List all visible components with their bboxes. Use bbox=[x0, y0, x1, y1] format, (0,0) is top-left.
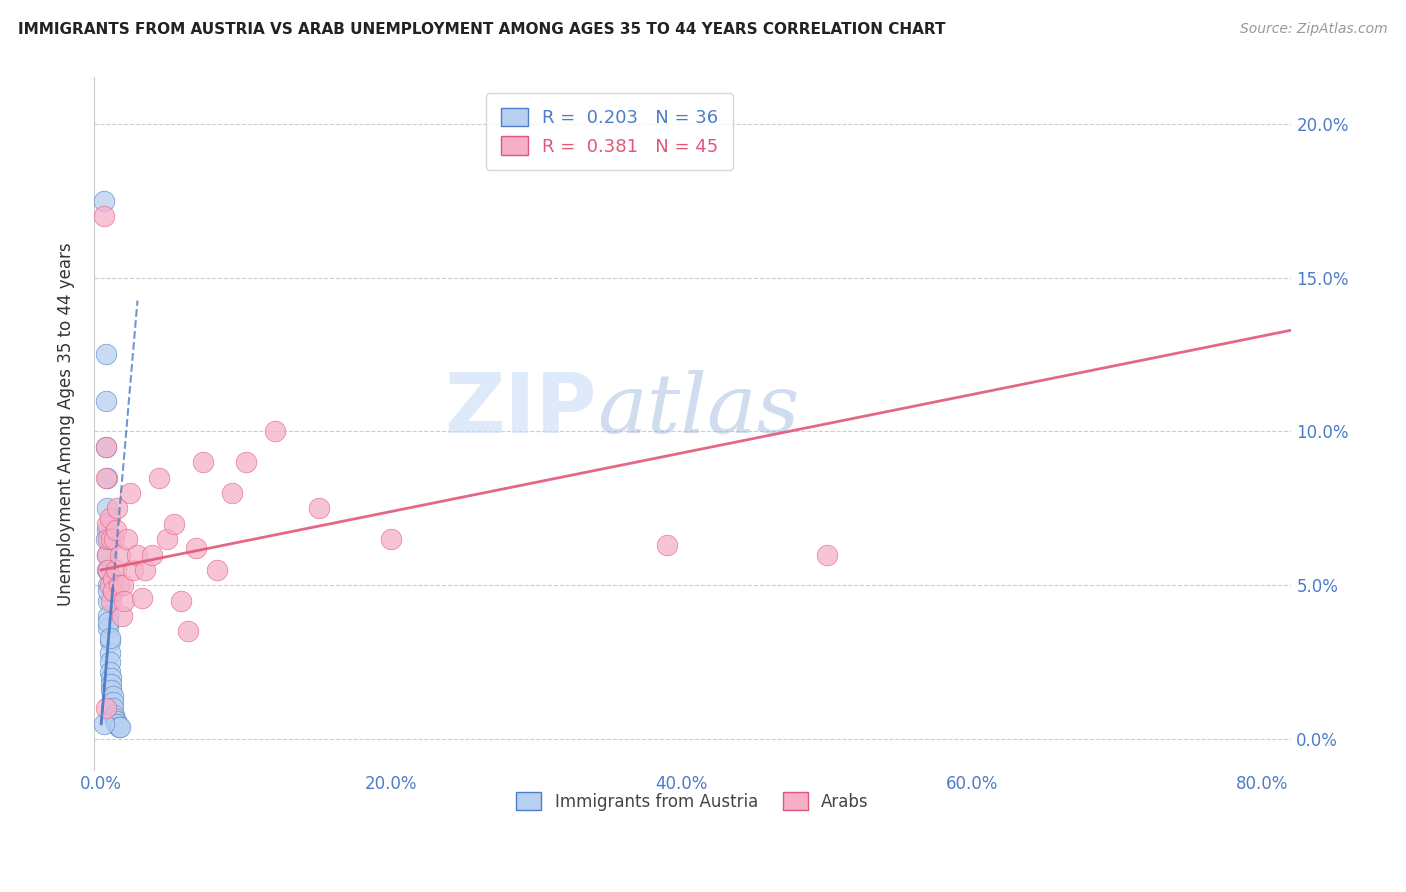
Point bbox=[122, 563, 145, 577]
Point bbox=[264, 425, 287, 439]
Point bbox=[97, 584, 120, 599]
Point bbox=[96, 516, 118, 531]
Point bbox=[104, 714, 127, 728]
Point bbox=[94, 470, 117, 484]
Point bbox=[94, 440, 117, 454]
Point bbox=[101, 695, 124, 709]
Point bbox=[657, 538, 679, 552]
Point bbox=[96, 501, 118, 516]
Point bbox=[98, 633, 121, 648]
Point bbox=[235, 455, 257, 469]
Point bbox=[94, 347, 117, 361]
Point bbox=[98, 665, 121, 679]
Point bbox=[98, 578, 121, 592]
Point bbox=[96, 563, 118, 577]
Legend: Immigrants from Austria, Arabs: Immigrants from Austria, Arabs bbox=[503, 779, 883, 824]
Point bbox=[101, 584, 124, 599]
Point bbox=[93, 194, 115, 208]
Point bbox=[131, 591, 153, 605]
Point bbox=[97, 563, 120, 577]
Point bbox=[155, 532, 177, 546]
Point bbox=[105, 501, 128, 516]
Point bbox=[134, 563, 156, 577]
Text: ZIP: ZIP bbox=[444, 369, 598, 450]
Point bbox=[96, 470, 118, 484]
Point bbox=[103, 532, 125, 546]
Point bbox=[111, 578, 134, 592]
Point bbox=[100, 671, 122, 685]
Point bbox=[97, 621, 120, 635]
Point bbox=[94, 440, 117, 454]
Point bbox=[93, 209, 115, 223]
Point bbox=[380, 532, 402, 546]
Point bbox=[104, 523, 127, 537]
Point bbox=[97, 532, 120, 546]
Point bbox=[110, 609, 132, 624]
Point bbox=[104, 563, 127, 577]
Point bbox=[207, 563, 229, 577]
Point bbox=[148, 470, 170, 484]
Point bbox=[170, 593, 193, 607]
Point bbox=[120, 486, 142, 500]
Point bbox=[97, 593, 120, 607]
Point bbox=[104, 716, 127, 731]
Point bbox=[100, 683, 122, 698]
Point bbox=[94, 393, 117, 408]
Point bbox=[127, 548, 149, 562]
Point bbox=[96, 523, 118, 537]
Point bbox=[221, 486, 243, 500]
Point bbox=[98, 646, 121, 660]
Point bbox=[93, 716, 115, 731]
Text: IMMIGRANTS FROM AUSTRIA VS ARAB UNEMPLOYMENT AMONG AGES 35 TO 44 YEARS CORRELATI: IMMIGRANTS FROM AUSTRIA VS ARAB UNEMPLOY… bbox=[18, 22, 946, 37]
Point bbox=[112, 593, 135, 607]
Point bbox=[94, 701, 117, 715]
Point bbox=[98, 655, 121, 669]
Text: atlas: atlas bbox=[598, 370, 799, 450]
Point bbox=[108, 720, 131, 734]
Point bbox=[100, 677, 122, 691]
Point bbox=[97, 578, 120, 592]
Point bbox=[108, 548, 131, 562]
Point bbox=[105, 716, 128, 731]
Y-axis label: Unemployment Among Ages 35 to 44 years: Unemployment Among Ages 35 to 44 years bbox=[58, 242, 75, 606]
Point bbox=[815, 548, 838, 562]
Point bbox=[308, 501, 330, 516]
Point bbox=[141, 548, 163, 562]
Point bbox=[184, 541, 207, 556]
Point bbox=[103, 711, 125, 725]
Point bbox=[98, 631, 121, 645]
Point bbox=[94, 532, 117, 546]
Point bbox=[103, 707, 125, 722]
Point bbox=[107, 720, 129, 734]
Point bbox=[96, 548, 118, 562]
Point bbox=[101, 701, 124, 715]
Point bbox=[98, 510, 121, 524]
Point bbox=[96, 548, 118, 562]
Point bbox=[191, 455, 214, 469]
Point bbox=[107, 578, 129, 592]
Point bbox=[101, 572, 124, 586]
Point bbox=[97, 563, 120, 577]
Point bbox=[97, 615, 120, 630]
Point bbox=[97, 609, 120, 624]
Point bbox=[101, 689, 124, 703]
Point bbox=[100, 593, 122, 607]
Point bbox=[117, 532, 139, 546]
Point bbox=[177, 624, 200, 639]
Point bbox=[163, 516, 186, 531]
Text: Source: ZipAtlas.com: Source: ZipAtlas.com bbox=[1240, 22, 1388, 37]
Point bbox=[100, 532, 122, 546]
